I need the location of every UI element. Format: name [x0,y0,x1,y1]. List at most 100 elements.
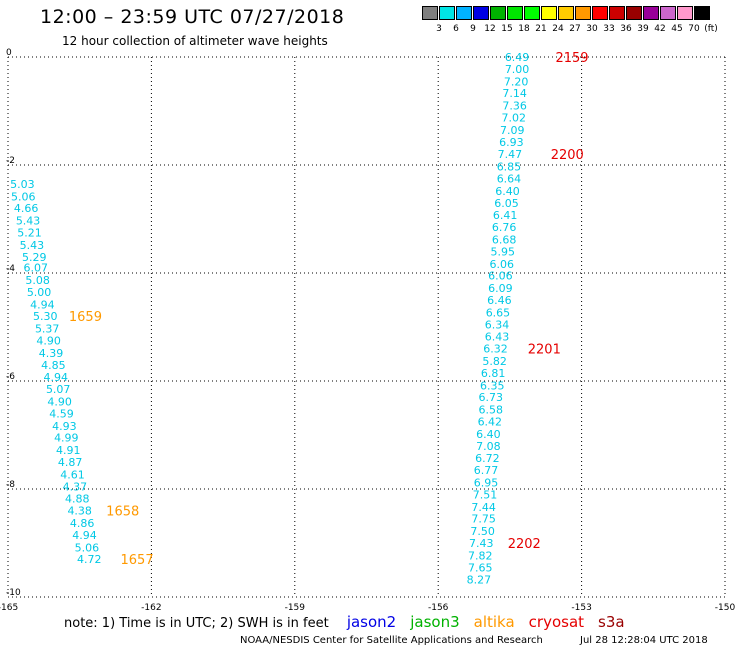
wave-height-value: 4.99 [54,432,79,445]
wave-height-value: 6.46 [487,294,512,307]
time-label: 1659 [69,310,102,325]
color-scale-label: 6 [453,24,459,34]
color-scale-label: 70 [688,24,700,34]
color-swatch [524,6,540,20]
color-scale-label: 24 [552,24,564,34]
y-tick-label: 0 [6,48,12,58]
satellite-legend: jason2 jason3 altika cryosat s3a [333,613,625,631]
wave-height-value: 5.37 [35,323,60,336]
wave-height-value: 4.61 [60,468,85,481]
time-label: 1658 [106,505,139,520]
color-scale-label: 42 [654,24,666,34]
time-label: 2201 [528,343,561,358]
wave-height-value: 7.43 [469,537,494,550]
color-swatch [677,6,693,20]
wave-height-value: 6.06 [490,258,515,271]
satellite-legend-cryosat: cryosat [528,613,585,631]
color-scale-label: 30 [586,24,598,34]
color-swatch [422,6,438,20]
wave-height-value: 4.94 [44,371,69,384]
wave-height-value: 6.09 [488,282,513,295]
wave-height-value: 5.07 [46,383,71,396]
wave-height-value: 7.82 [468,549,493,562]
satellite-legend-jason3: jason3 [410,613,460,631]
color-swatch [609,6,625,20]
wave-height-value: 5.06 [11,190,36,203]
wave-height-value: 4.88 [65,493,90,506]
wave-height-value: 6.76 [492,221,517,234]
wave-height-value: 6.34 [485,318,510,331]
wave-height-value: 5.06 [75,541,100,554]
wave-height-value: 7.02 [501,111,526,124]
wave-height-value: 6.72 [475,452,500,465]
color-swatch [507,6,523,20]
color-scale-label: 39 [637,24,649,34]
wave-height-value: 4.37 [63,480,88,493]
color-scale-label: 33 [603,24,615,34]
wave-height-value: 6.42 [478,416,503,429]
wave-height-value: 4.38 [67,505,92,518]
color-swatch [626,6,642,20]
color-swatch [473,6,489,20]
wave-height-value: 5.08 [25,274,50,287]
wave-height-value: 7.75 [471,513,496,526]
color-scale-label: 18 [518,24,530,34]
wave-height-value: 5.95 [490,245,515,258]
wave-height-value: 7.14 [502,87,527,100]
wave-height-value: 4.59 [49,407,74,420]
time-label: 1657 [121,553,154,568]
wave-height-value: 4.93 [52,420,77,433]
wave-height-value: 7.20 [504,75,529,88]
wave-height-value: 6.64 [497,173,522,186]
wave-height-value: 7.50 [470,525,495,538]
wave-height-value: 8.27 [467,574,492,587]
satellite-legend-jason2: jason2 [346,613,397,631]
color-scale-label: (ft) [704,24,718,34]
wave-height-value: 4.87 [58,456,83,469]
color-swatch [643,6,659,20]
wave-height-value: 7.51 [473,488,498,501]
wave-height-value: 7.08 [476,440,501,453]
wave-height-value: 6.06 [488,270,513,283]
satellite-legend-s3a: s3a [598,613,625,631]
chart-note: note: 1) Time is in UTC; 2) SWH is in fe… [64,613,625,631]
wave-height-value: 6.43 [485,331,510,344]
wave-height-value: 6.93 [499,136,524,149]
wave-height-value: 6.58 [479,404,504,417]
wave-height-value: 7.36 [502,100,527,113]
wave-height-value: 4.90 [36,335,61,348]
color-swatch [439,6,455,20]
wave-height-value: 5.21 [17,227,42,240]
color-swatch [660,6,676,20]
wave-height-value: 6.07 [23,262,48,275]
wave-height-value: 4.94 [72,529,97,542]
satellite-legend-altika: altika [473,613,515,631]
wave-height-value: 4.90 [47,396,72,409]
color-swatch [558,6,574,20]
x-tick-label: -165 [0,603,18,613]
wave-height-value: 6.49 [505,51,530,64]
wave-height-value: 6.40 [476,428,501,441]
wave-height-value: 4.86 [70,517,95,530]
color-swatch [541,6,557,20]
y-tick-label: -8 [6,480,15,490]
color-scale-label: 12 [484,24,496,34]
color-scale-label: 3 [436,24,442,34]
time-label: 2200 [551,148,584,163]
color-scale-label: 27 [569,24,581,34]
color-scale-label: 36 [620,24,632,34]
footer-timestamp: Jul 28 12:28:04 UTC 2018 [580,635,708,646]
color-swatch [694,6,710,20]
wave-height-value: 7.47 [498,148,523,161]
wave-height-value: 5.43 [16,215,41,228]
chart-title: 12:00 – 23:59 UTC 07/27/2018 [40,6,345,28]
color-swatch [575,6,591,20]
x-tick-label: -156 [428,603,449,613]
wave-height-value: 6.05 [494,197,519,210]
y-tick-label: -2 [6,156,15,166]
wave-height-value: 4.66 [14,202,39,215]
y-tick-label: -6 [6,372,15,382]
x-tick-label: -153 [571,603,591,613]
x-tick-label: -162 [141,603,161,613]
x-tick-label: -159 [285,603,306,613]
